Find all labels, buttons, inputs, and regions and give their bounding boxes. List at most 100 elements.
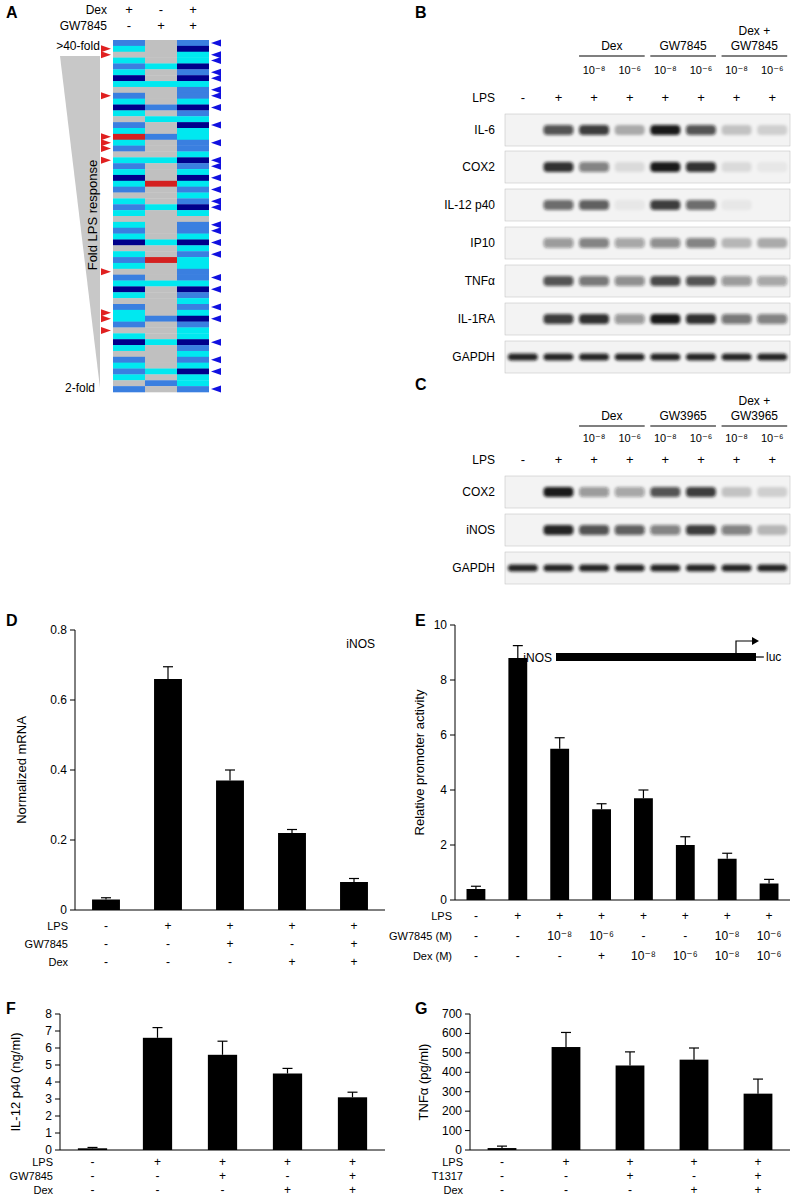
heat-cell	[113, 52, 145, 58]
heat-cell	[177, 181, 209, 187]
heat-cell	[145, 63, 177, 69]
condition-value: -	[500, 1169, 504, 1183]
blue-arrowhead	[211, 274, 221, 281]
band	[615, 525, 645, 535]
heat-cell	[177, 386, 209, 392]
y-tick-label: 600	[442, 1026, 462, 1040]
condition-value: +	[164, 919, 171, 933]
band	[543, 238, 573, 248]
band	[508, 314, 538, 324]
heat-cell	[177, 327, 209, 333]
group-line	[722, 55, 788, 56]
heat-cell	[145, 99, 177, 105]
blue-arrowhead	[211, 251, 221, 258]
blue-arrowhead	[211, 174, 221, 181]
band	[686, 276, 716, 286]
heat-cell	[145, 204, 177, 210]
y-tick	[55, 1116, 60, 1117]
condition-value: +	[562, 1155, 569, 1169]
error-bar	[349, 879, 359, 883]
blot-strip	[505, 227, 790, 259]
condition-value: +	[598, 949, 605, 963]
sign: +	[125, 2, 133, 17]
band	[722, 525, 752, 535]
band	[650, 238, 680, 248]
group-label: Dex +	[739, 394, 771, 408]
condition-value: +	[219, 1155, 226, 1169]
heat-cell	[145, 134, 177, 140]
heat-cell	[113, 374, 145, 380]
heat-cell	[113, 333, 145, 339]
error-stem	[287, 1068, 288, 1073]
plot-area	[78, 1028, 367, 1150]
heat-cell	[113, 286, 145, 292]
condition-value: -	[628, 1183, 632, 1197]
heat-cell	[145, 75, 177, 81]
heat-cell	[145, 169, 177, 175]
condition-value: +	[556, 909, 563, 923]
y-tick-label: 4	[45, 1075, 52, 1089]
blot-strip	[505, 265, 790, 297]
heat-cell	[145, 281, 177, 287]
heat-cell	[113, 187, 145, 193]
heat-cell	[177, 216, 209, 222]
blot-label: COX2	[462, 160, 495, 174]
band	[650, 565, 680, 572]
blot-strip	[505, 303, 790, 335]
heat-cell	[145, 380, 177, 386]
band	[650, 276, 680, 286]
band	[757, 276, 787, 286]
y-tick	[70, 700, 75, 701]
heat-cell	[177, 128, 209, 134]
panel-f: F012345678LPS-++++GW7845--+-+Dex---++IL-…	[6, 1000, 385, 1197]
sign: +	[733, 452, 741, 467]
axis-label: Fold LPS response	[85, 160, 100, 271]
error-bar	[101, 898, 111, 900]
panel-label: E	[415, 612, 426, 629]
y-tick	[450, 680, 455, 681]
band	[508, 565, 538, 572]
heat-cell	[177, 304, 209, 310]
y-tick-label: 0	[440, 893, 447, 907]
error-stem	[643, 790, 644, 798]
y-tick-label: 0.8	[50, 623, 67, 637]
blue-arrowhead	[211, 303, 221, 310]
error-cap	[283, 1068, 293, 1069]
heat-cell	[113, 128, 145, 134]
error-cap	[561, 1032, 571, 1033]
sign: +	[697, 452, 705, 467]
condition-value: -	[516, 929, 520, 943]
red-arrowhead	[101, 157, 111, 164]
error-cap	[625, 1051, 635, 1052]
error-cap	[638, 789, 648, 790]
heat-cell	[113, 75, 145, 81]
error-stem	[559, 738, 560, 749]
error-cap	[680, 836, 690, 837]
condition-value: -	[500, 1155, 504, 1169]
heat-cell	[177, 163, 209, 169]
sign: +	[590, 452, 598, 467]
band	[508, 525, 538, 535]
heat-cell	[113, 222, 145, 228]
band	[579, 565, 609, 572]
sign: +	[626, 452, 634, 467]
heat-cell	[145, 310, 177, 316]
y-tick	[465, 1150, 470, 1151]
heat-cell	[177, 169, 209, 175]
group-line	[722, 425, 788, 426]
condition-value: -	[474, 949, 478, 963]
panel-b: BDexGW7845Dex +GW784510⁻⁸10⁻⁶10⁻⁸10⁻⁶10⁻…	[415, 4, 790, 373]
error-cap	[153, 1027, 163, 1028]
error-stem	[167, 667, 168, 679]
error-cap	[513, 645, 523, 646]
error-bar	[625, 1052, 635, 1066]
y-tick-label: 0.4	[50, 763, 67, 777]
bottom-label: 2-fold	[65, 381, 95, 395]
heat-cell	[113, 193, 145, 199]
heat-cell	[145, 327, 177, 333]
dose: 10⁻⁶	[761, 64, 784, 76]
blot-label: TNFα	[465, 274, 495, 288]
dose: 10⁻⁸	[654, 432, 677, 444]
y-tick-label: 4	[440, 783, 447, 797]
blot-strip	[505, 514, 790, 546]
